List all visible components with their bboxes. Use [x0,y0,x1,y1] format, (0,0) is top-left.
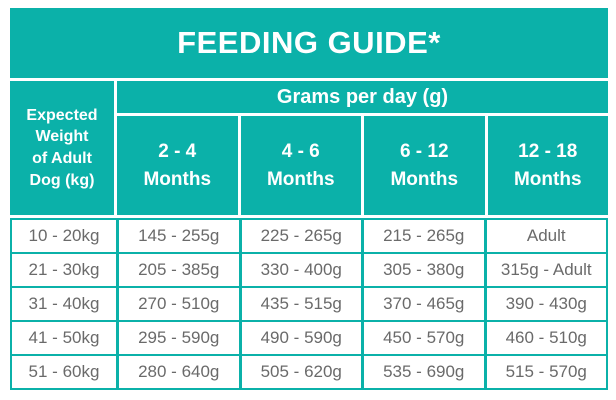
column-header-12-18-months: 12 - 18 Months [487,116,608,215]
value-cell: 305 - 380g [364,254,484,286]
weight-cell: 21 - 30kg [12,254,116,286]
page-title: FEEDING GUIDE* [177,25,441,60]
value-cell: 315g - Adult [486,254,606,286]
value-cell: 535 - 690g [364,356,484,388]
weight-cell: 51 - 60kg [12,356,116,388]
value-cell: 205 - 385g [119,254,239,286]
column-header-2-4-months: 2 - 4 Months [117,116,238,215]
value-cell: 225 - 265g [241,220,361,252]
value-cell: 450 - 570g [364,322,484,354]
weight-cell: 31 - 40kg [12,288,116,320]
value-cell: 390 - 430g [486,288,606,320]
span-header-grams-per-day: Grams per day (g) [117,81,608,113]
weight-cell: 41 - 50kg [12,322,116,354]
table-header: Expected Weight of Adult Dog (kg) Grams … [10,81,608,215]
value-cell: 280 - 640g [119,356,239,388]
value-cell: 435 - 515g [241,288,361,320]
weight-cell: 10 - 20kg [12,220,116,252]
value-cell: 505 - 620g [241,356,361,388]
column-header-6-12-months: 6 - 12 Months [364,116,485,215]
title-band: FEEDING GUIDE* [10,8,608,78]
value-cell: 145 - 255g [119,220,239,252]
value-cell: 295 - 590g [119,322,239,354]
value-cell: 370 - 465g [364,288,484,320]
value-cell: Adult [486,220,606,252]
value-cell: 330 - 400g [241,254,361,286]
value-cell: 270 - 510g [119,288,239,320]
value-cell: 515 - 570g [486,356,606,388]
corner-header-expected-weight: Expected Weight of Adult Dog (kg) [10,81,114,215]
column-header-4-6-months: 4 - 6 Months [240,116,361,215]
value-cell: 215 - 265g [364,220,484,252]
value-cell: 490 - 590g [241,322,361,354]
value-cell: 460 - 510g [486,322,606,354]
table-body: 10 - 20kg 145 - 255g 225 - 265g 215 - 26… [10,218,608,390]
